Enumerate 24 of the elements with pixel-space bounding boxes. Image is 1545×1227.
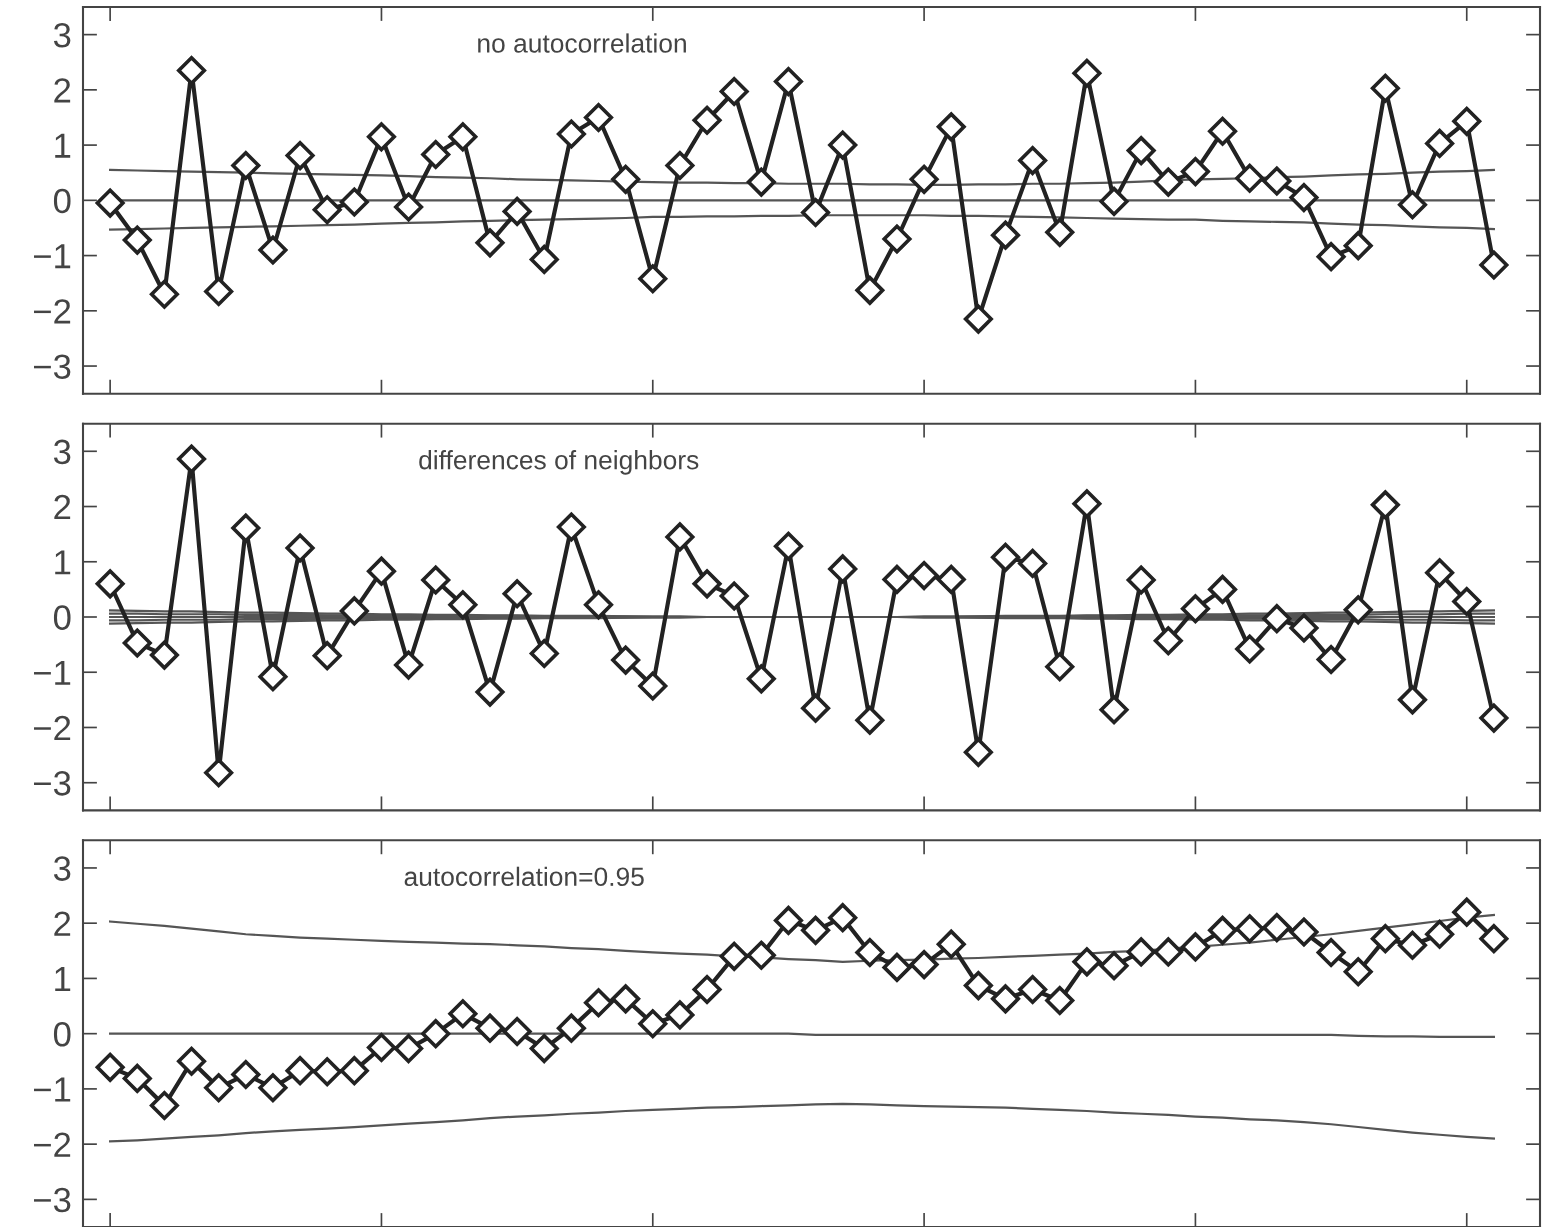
y-tick-label: 3 [53,22,71,48]
y-tick-label: 2 [54,911,71,936]
y-tick-label: 1 [55,133,71,158]
y-tick-label: 1 [55,967,71,992]
y-tick-label: 0 [53,605,71,630]
y-tick-label: −1 [34,1077,71,1102]
y-tick-label: 0 [53,188,71,214]
y-tick-label: 2 [54,494,71,520]
y-tick-label: −3 [34,1187,71,1213]
y-tick-label: −3 [34,354,71,379]
y-tick-label: 1 [55,550,71,575]
y-tick-label: −2 [34,1132,71,1157]
y-tick-label: −1 [34,244,71,269]
annotation: no autocorrelation [478,33,686,53]
y-tick-label: 3 [53,856,71,881]
annotation: differences of neighbors [419,450,699,475]
y-tick-label: 3 [53,439,71,465]
y-tick-label: −1 [34,660,71,685]
annotation: autocorrelation=0.95 [404,866,644,887]
y-tick-label: −3 [34,771,71,796]
y-tick-label: −2 [34,715,71,741]
y-tick-label: −2 [34,299,71,324]
y-tick-label: 0 [53,1022,71,1047]
y-tick-label: 2 [54,78,71,103]
